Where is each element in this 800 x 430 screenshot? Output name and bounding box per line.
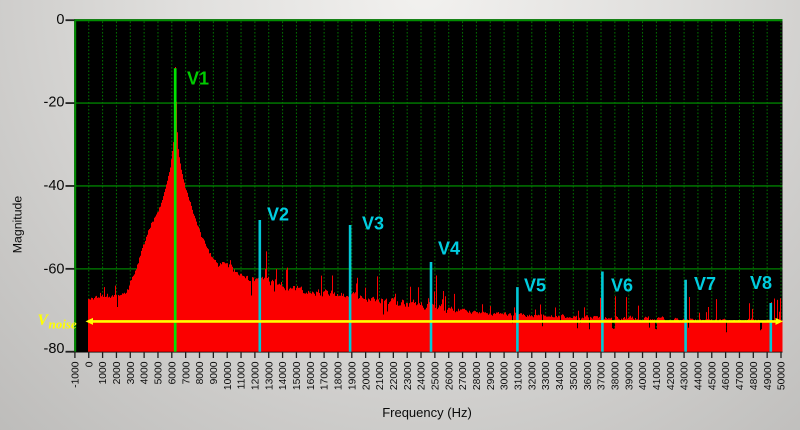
- svg-text:33000: 33000: [541, 361, 552, 390]
- svg-text:1000: 1000: [98, 361, 109, 384]
- svg-text:2000: 2000: [112, 361, 123, 384]
- svg-text:V8: V8: [750, 273, 772, 293]
- svg-text:-60: -60: [44, 262, 65, 278]
- svg-text:-1000: -1000: [71, 361, 82, 388]
- svg-text:28000: 28000: [472, 361, 483, 390]
- svg-text:8000: 8000: [195, 361, 206, 384]
- svg-text:50000: 50000: [777, 361, 788, 390]
- svg-text:44000: 44000: [694, 361, 705, 390]
- svg-text:45000: 45000: [707, 361, 718, 390]
- svg-text:40000: 40000: [638, 361, 649, 390]
- svg-text:23000: 23000: [403, 361, 414, 390]
- svg-text:0: 0: [84, 361, 95, 367]
- svg-text:V5: V5: [524, 276, 546, 296]
- svg-text:6000: 6000: [167, 361, 178, 384]
- svg-text:-40: -40: [44, 178, 65, 194]
- svg-text:7000: 7000: [181, 361, 192, 384]
- svg-text:21000: 21000: [375, 361, 386, 390]
- svg-text:48000: 48000: [749, 361, 760, 390]
- svg-text:36000: 36000: [583, 361, 594, 390]
- svg-text:4000: 4000: [140, 361, 151, 384]
- svg-text:30000: 30000: [500, 361, 511, 390]
- svg-text:V7: V7: [694, 274, 716, 294]
- svg-text:13000: 13000: [264, 361, 275, 390]
- svg-text:9000: 9000: [209, 361, 220, 384]
- svg-text:15000: 15000: [292, 361, 303, 390]
- svg-text:17000: 17000: [320, 361, 331, 390]
- svg-text:47000: 47000: [735, 361, 746, 390]
- svg-text:20000: 20000: [361, 361, 372, 390]
- svg-text:42000: 42000: [666, 361, 677, 390]
- svg-text:39000: 39000: [624, 361, 635, 390]
- svg-text:24000: 24000: [417, 361, 428, 390]
- svg-text:V1: V1: [187, 69, 209, 89]
- svg-text:34000: 34000: [555, 361, 566, 390]
- svg-text:10000: 10000: [223, 361, 234, 390]
- svg-text:V4: V4: [438, 239, 460, 259]
- svg-text:V2: V2: [267, 205, 289, 225]
- svg-text:-80: -80: [44, 341, 65, 357]
- svg-text:37000: 37000: [597, 361, 608, 390]
- svg-text:35000: 35000: [569, 361, 580, 390]
- svg-text:5000: 5000: [154, 361, 165, 384]
- svg-text:25000: 25000: [430, 361, 441, 390]
- svg-text:38000: 38000: [610, 361, 621, 390]
- svg-text:V: V: [38, 312, 50, 329]
- svg-text:43000: 43000: [680, 361, 691, 390]
- svg-text:3000: 3000: [126, 361, 137, 384]
- svg-text:32000: 32000: [527, 361, 538, 390]
- svg-text:Magnitude: Magnitude: [11, 196, 25, 254]
- svg-text:31000: 31000: [514, 361, 525, 390]
- svg-text:46000: 46000: [721, 361, 732, 390]
- svg-text:49000: 49000: [763, 361, 774, 390]
- svg-text:12000: 12000: [250, 361, 261, 390]
- svg-text:0: 0: [56, 12, 64, 28]
- svg-text:29000: 29000: [486, 361, 497, 390]
- svg-text:V3: V3: [362, 214, 384, 234]
- svg-text:Frequency (Hz): Frequency (Hz): [382, 405, 472, 420]
- svg-text:26000: 26000: [444, 361, 455, 390]
- svg-text:19000: 19000: [347, 361, 358, 390]
- svg-text:11000: 11000: [237, 361, 248, 389]
- svg-text:18000: 18000: [334, 361, 345, 390]
- svg-text:V6: V6: [611, 276, 633, 296]
- svg-text:14000: 14000: [278, 361, 289, 390]
- svg-text:22000: 22000: [389, 361, 400, 390]
- svg-text:27000: 27000: [458, 361, 469, 390]
- svg-text:41000: 41000: [652, 361, 663, 390]
- svg-text:noise: noise: [49, 317, 77, 332]
- svg-text:-20: -20: [44, 95, 65, 111]
- svg-text:16000: 16000: [306, 361, 317, 390]
